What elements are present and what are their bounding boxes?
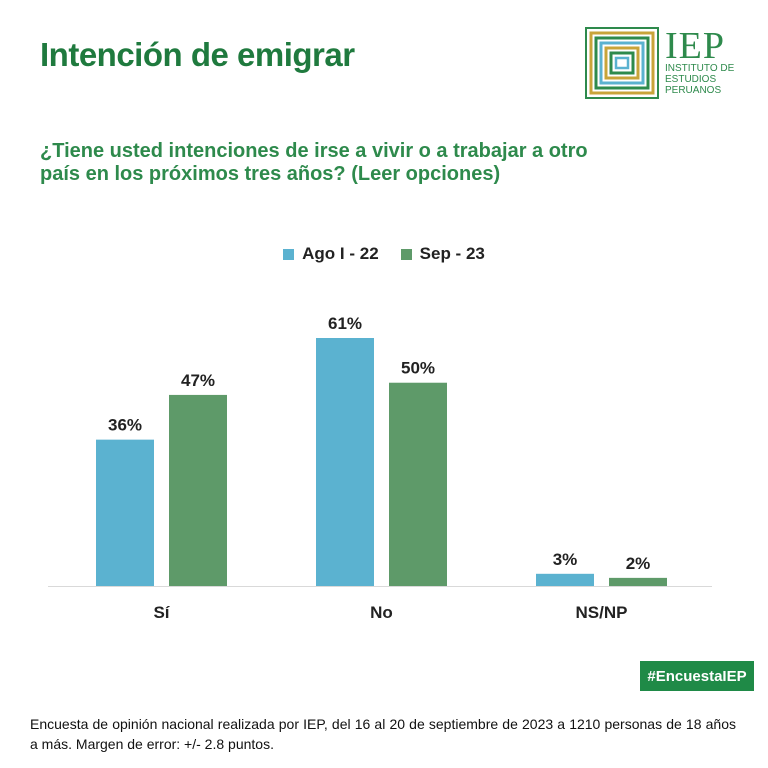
logo-acronym: IEP: [665, 25, 725, 67]
bar-1-2: [316, 338, 374, 586]
data-label-1-3: 3%: [553, 550, 578, 569]
chart-legend: Ago I - 22 Sep - 23: [0, 244, 768, 264]
footnote: Encuesta de opinión nacional realizada p…: [30, 716, 736, 752]
legend-swatch-series-2: [400, 248, 412, 260]
category-label-1: Sí: [153, 603, 170, 622]
bar-1-3: [536, 573, 594, 586]
category-label-3: NS/NP: [576, 603, 628, 622]
data-label-2-1: 47%: [181, 371, 215, 390]
hashtag-badge: #EncuestaIEP: [640, 661, 754, 691]
page-title: Intención de emigrar: [40, 36, 355, 73]
bar-2-2: [389, 382, 447, 586]
data-label-2-2: 50%: [401, 359, 435, 378]
data-label-1-1: 36%: [108, 416, 142, 435]
bar-2-1: [169, 394, 227, 586]
data-label-1-2: 61%: [328, 314, 362, 333]
survey-question: ¿Tiene usted intenciones de irse a vivir…: [40, 140, 588, 185]
bar-1-1: [96, 439, 154, 586]
legend-swatch-series-1: [283, 248, 295, 260]
category-label-2: No: [370, 603, 393, 622]
data-label-2-3: 2%: [626, 554, 651, 573]
legend-item-series-2: Sep - 23: [400, 244, 485, 264]
logo-subtitle: INSTITUTO DE ESTUDIOS PERUANOS: [665, 63, 735, 96]
bar-2-3: [609, 577, 667, 586]
iep-logo-icon: [585, 27, 659, 99]
legend-label-series-1: Ago I - 22: [302, 244, 379, 263]
legend-label-series-2: Sep - 23: [419, 244, 485, 263]
legend-item-series-1: Ago I - 22: [283, 244, 379, 264]
iep-logo: IEP INSTITUTO DE ESTUDIOS PERUANOS: [585, 27, 745, 102]
